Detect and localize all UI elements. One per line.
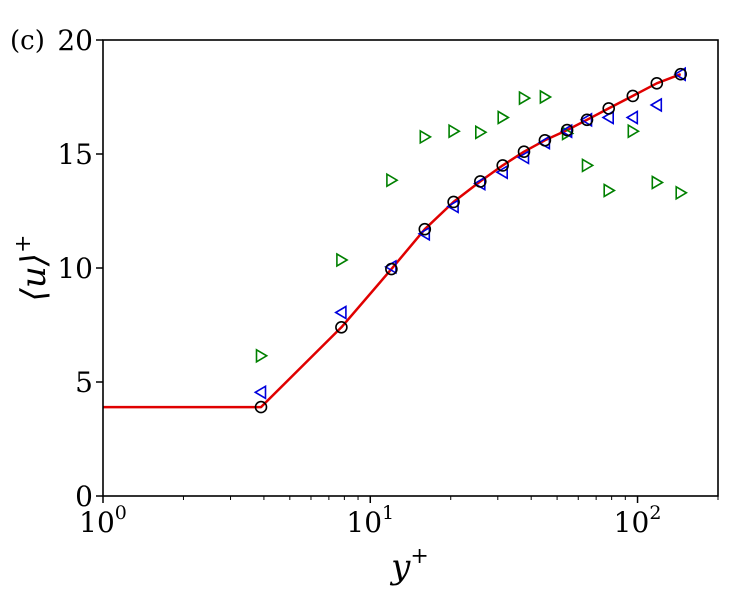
circle-point xyxy=(254,400,268,414)
circle-point xyxy=(602,102,616,115)
x-tick-label: 100 xyxy=(79,502,127,539)
right-triangle-point xyxy=(581,158,595,173)
right-triangle-point xyxy=(518,90,532,106)
left-triangle-point xyxy=(649,97,663,113)
x-tick-label: 102 xyxy=(614,502,662,539)
right-triangle-point xyxy=(336,252,349,268)
right-triangle-point xyxy=(539,89,553,105)
circle-point xyxy=(517,145,531,158)
circle-point xyxy=(674,67,688,81)
y-tick-label: 20 xyxy=(57,24,93,57)
x-axis-label: y+ xyxy=(389,544,429,587)
x-tick-label: 101 xyxy=(346,502,394,539)
mean-profile-line xyxy=(103,73,682,409)
left-triangle-point xyxy=(559,123,573,139)
left-triangle-point xyxy=(334,305,347,320)
circle-point xyxy=(538,134,552,147)
left-triangle-point xyxy=(495,164,509,180)
right-triangle-point xyxy=(474,124,488,140)
right-triangle-point xyxy=(386,172,399,188)
x-tick-base: 10 xyxy=(346,506,382,539)
x-tick-base: 10 xyxy=(79,506,115,539)
circle-point xyxy=(496,159,510,172)
circle-point xyxy=(560,123,574,137)
circle-point xyxy=(447,195,460,209)
left-triangle-point xyxy=(417,226,431,242)
circle-point xyxy=(580,113,594,127)
y-tick-label: 15 xyxy=(57,138,93,171)
y-tick-label: 10 xyxy=(57,252,93,285)
right-triangle-point xyxy=(675,185,688,201)
right-triangle-point xyxy=(448,123,461,139)
circle-point xyxy=(335,320,348,334)
right-triangle-point xyxy=(497,110,510,125)
left-triangle-point xyxy=(253,384,267,400)
circle-point xyxy=(418,222,432,236)
left-triangle-point xyxy=(673,66,687,82)
plot-area xyxy=(103,66,688,414)
left-triangle-point xyxy=(625,110,639,125)
y-axis-label: ⟨u⟩+ xyxy=(11,235,54,302)
y-tick-label: 5 xyxy=(75,366,93,399)
circle-point xyxy=(385,262,398,276)
left-triangle-point xyxy=(446,199,459,214)
circle-point xyxy=(473,175,487,188)
right-triangle-point xyxy=(651,175,665,190)
left-triangle-point xyxy=(579,112,593,128)
x-tick-exponent: 2 xyxy=(649,502,661,524)
right-triangle-point xyxy=(603,183,616,198)
right-triangle-point xyxy=(255,348,269,364)
x-tick-exponent: 1 xyxy=(382,502,394,524)
y-tick-label: 0 xyxy=(75,480,93,513)
x-tick-exponent: 0 xyxy=(115,502,127,524)
circle-point xyxy=(626,89,640,103)
x-tick-base: 10 xyxy=(614,506,650,539)
left-triangle-point xyxy=(516,150,530,165)
plot-frame xyxy=(102,39,719,497)
panel-label: (c) xyxy=(10,26,45,56)
right-triangle-point xyxy=(419,129,433,145)
circle-point xyxy=(650,77,664,90)
right-triangle-point xyxy=(627,123,641,139)
